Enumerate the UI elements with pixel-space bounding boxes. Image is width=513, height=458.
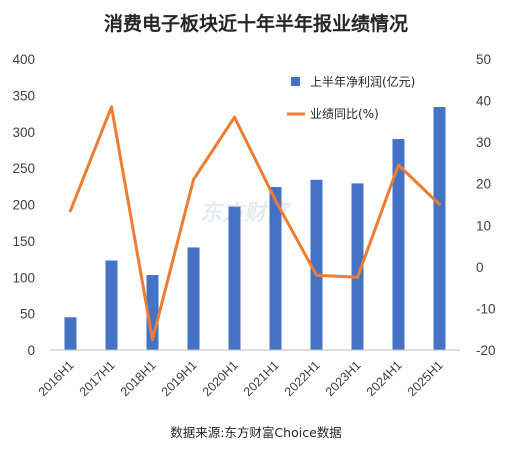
y-left-tick-label: 400 — [12, 52, 35, 67]
y-left-tick-label: 0 — [27, 343, 35, 358]
chart-title: 消费电子板块近十年半年报业绩情况 — [104, 12, 408, 35]
x-tick-label: 2016H1 — [36, 358, 77, 399]
legend-label-yoy: 业绩同比(%) — [310, 107, 379, 121]
y-right-tick-label: 0 — [476, 260, 484, 275]
x-tick-label: 2021H1 — [241, 358, 282, 399]
bar — [433, 107, 446, 350]
bar — [187, 247, 200, 350]
x-tick-label: 2022H1 — [282, 358, 323, 399]
x-tick-label: 2025H1 — [405, 358, 446, 399]
y-right-tick-label: 40 — [476, 94, 491, 109]
y-left-tick-label: 100 — [12, 270, 35, 285]
bar — [228, 206, 241, 350]
y-right-tick-label: -10 — [476, 301, 496, 316]
y-left-tick-label: 150 — [12, 234, 35, 249]
bar — [351, 183, 364, 350]
x-tick-label: 2019H1 — [159, 358, 200, 399]
y-right-tick-label: 10 — [476, 218, 491, 233]
bar — [392, 139, 405, 350]
x-tick-label: 2017H1 — [77, 358, 118, 399]
y-left-tick-label: 50 — [20, 307, 35, 322]
bar-series — [64, 107, 446, 350]
y-axis-right: -20 -10 0 10 20 30 40 50 — [476, 52, 496, 358]
y-left-tick-label: 200 — [12, 198, 35, 213]
x-tick-label: 2018H1 — [118, 358, 159, 399]
y-axis-left: 0 50 100 150 200 250 300 350 400 — [12, 52, 35, 358]
x-tick-label: 2023H1 — [323, 358, 364, 399]
legend: 上半年净利润(亿元) 业绩同比(%) — [287, 74, 415, 121]
y-right-tick-label: 50 — [476, 52, 491, 67]
source-note: 数据来源:东方财富Choice数据 — [170, 425, 342, 440]
y-right-tick-label: 30 — [476, 135, 491, 150]
y-left-tick-label: 250 — [12, 161, 35, 176]
x-axis: 2016H1 2017H1 2018H1 2019H1 2020H1 2021H1 2022… — [36, 358, 446, 399]
y-right-tick-label: -20 — [476, 343, 496, 358]
bar — [105, 260, 118, 350]
y-left-tick-label: 300 — [12, 125, 35, 140]
bar — [310, 179, 323, 350]
series-line-yoy — [69, 105, 441, 342]
bar — [269, 187, 282, 350]
line-series — [69, 105, 441, 342]
legend-swatch-net-profit — [291, 77, 300, 86]
y-right-tick-label: 20 — [476, 177, 491, 192]
x-tick-label: 2024H1 — [364, 358, 405, 399]
y-left-tick-label: 350 — [12, 88, 35, 103]
legend-label-net-profit: 上半年净利润(亿元) — [310, 74, 415, 89]
bar — [64, 317, 77, 350]
x-tick-label: 2020H1 — [200, 358, 241, 399]
